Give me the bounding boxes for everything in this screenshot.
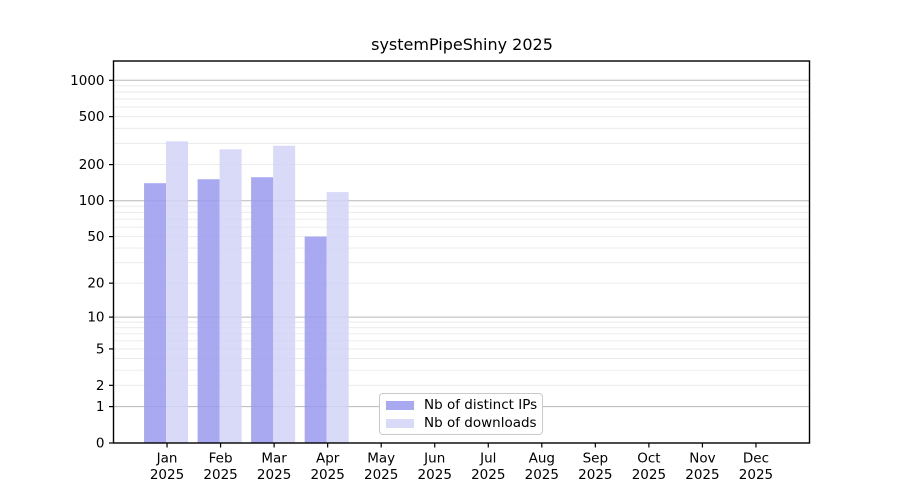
x-tick-label-month: Feb [209,451,233,467]
x-tick-label-month: Oct [637,451,660,467]
y-tick-label: 50 [87,229,104,245]
x-tick-label-year: 2025 [203,467,237,483]
y-tick-label: 2 [96,378,105,394]
legend-item-distinct-ips: Nb of distinct IPs [380,396,542,414]
legend-label-distinct-ips: Nb of distinct IPs [424,397,538,413]
legend: Nb of distinct IPs Nb of downloads [379,393,543,435]
chart-title: systemPipeShiny 2025 [371,35,553,54]
x-tick-label-year: 2025 [418,467,452,483]
axes-box [112,60,811,444]
y-tick-label: 5 [96,341,105,357]
bar-distinct-ips-feb [197,179,220,443]
x-tick-label-month: Jun [423,451,445,467]
y-tick-label: 20 [87,276,104,292]
legend-swatch-downloads-icon [386,418,414,428]
x-tick-label-month: Dec [743,451,769,467]
x-tick-label-year: 2025 [150,467,184,483]
bar-distinct-ips-apr [304,236,327,443]
x-tick-label-year: 2025 [310,467,344,483]
x-tick-label-year: 2025 [364,467,398,483]
x-tick-label-year: 2025 [685,467,719,483]
x-tick-label-month: Jul [479,451,496,467]
legend-item-downloads: Nb of downloads [380,414,542,432]
y-tick-label: 100 [79,193,105,209]
bar-downloads-mar [273,145,296,444]
bar-distinct-ips-mar [251,177,274,443]
x-tick-label-year: 2025 [257,467,291,483]
bar-distinct-ips-jan [144,183,167,443]
y-tick-label: 1 [96,399,105,415]
x-tick-label-year: 2025 [525,467,559,483]
legend-label-downloads: Nb of downloads [424,415,537,431]
x-tick-label-month: Mar [261,451,287,467]
y-tick-label: 1000 [70,73,104,89]
x-tick-label-year: 2025 [578,467,612,483]
x-tick-label-month: Apr [316,451,340,467]
x-tick-label-year: 2025 [739,467,773,483]
y-tick-label: 500 [79,109,105,125]
y-tick-label: 200 [79,157,105,173]
legend-swatch-distinct-ips-icon [386,400,414,410]
bar-downloads-apr [326,192,349,443]
x-tick-label-month: Jan [156,451,178,467]
y-tick-label: 10 [87,310,104,326]
bar-downloads-jan [166,141,189,443]
x-tick-label-month: Sep [583,451,608,467]
bar-downloads-feb [219,149,242,443]
x-tick-label-month: Nov [689,451,715,467]
x-tick-label-month: May [367,451,395,467]
x-tick-label-year: 2025 [632,467,666,483]
x-tick-label-month: Aug [529,451,555,467]
x-tick-label-year: 2025 [471,467,505,483]
y-tick-label: 0 [96,436,105,452]
